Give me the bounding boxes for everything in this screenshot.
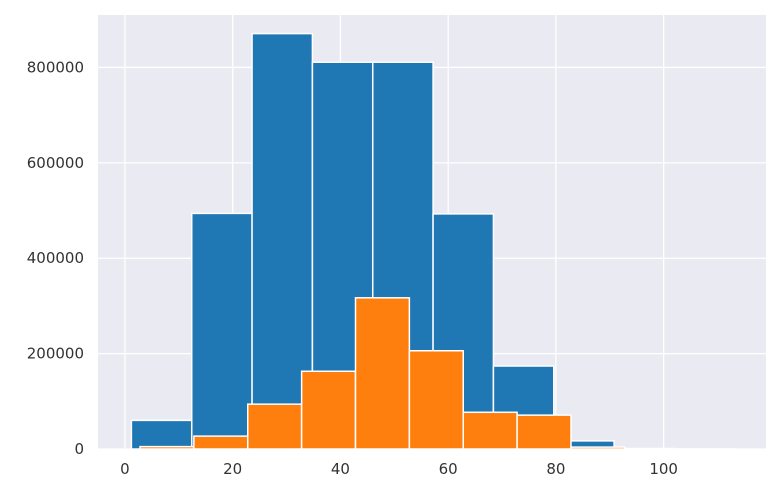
x-tick-label: 20 bbox=[223, 460, 242, 478]
x-tick-label: 0 bbox=[120, 460, 130, 478]
histogram-bar-series-1 bbox=[190, 212, 253, 450]
histogram-bar-series-1 bbox=[130, 419, 193, 450]
histogram-bar-series-2 bbox=[408, 350, 464, 450]
histogram-bar-series-2 bbox=[300, 370, 357, 450]
y-tick-label: 400000 bbox=[27, 249, 84, 267]
x-tick-label: 100 bbox=[649, 460, 678, 478]
histogram-bar-series-2 bbox=[193, 435, 249, 450]
x-tick-label: 80 bbox=[546, 460, 565, 478]
x-tick-label: 60 bbox=[439, 460, 458, 478]
bars bbox=[130, 32, 736, 450]
y-tick-label: 800000 bbox=[27, 58, 84, 76]
histogram-bar-series-2 bbox=[247, 403, 303, 450]
y-tick-label: 600000 bbox=[27, 154, 84, 172]
x-tick-labels: 0 20 40 60 80 100 bbox=[120, 460, 678, 478]
histogram-bar-series-2 bbox=[462, 411, 518, 450]
histogram-bar-series-2 bbox=[516, 414, 572, 450]
x-tick-label: 40 bbox=[331, 460, 350, 478]
y-tick-label: 200000 bbox=[27, 345, 84, 363]
histogram-bar-series-2 bbox=[570, 446, 626, 450]
histogram-bar-series-2 bbox=[139, 445, 195, 450]
histogram-bar-series-2 bbox=[354, 297, 411, 450]
y-tick-labels: 0 200000 400000 600000 800000 bbox=[27, 58, 84, 458]
y-tick-label: 0 bbox=[74, 440, 84, 458]
